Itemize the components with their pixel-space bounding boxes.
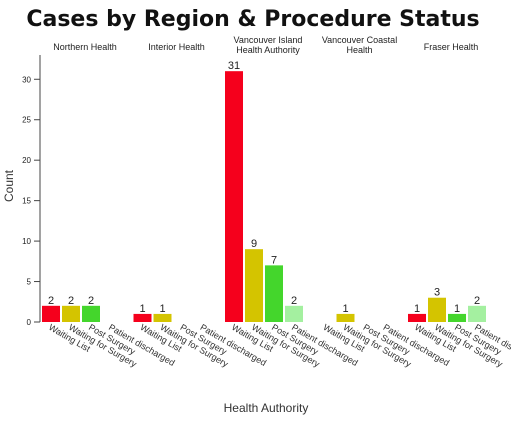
y-axis-ticks: 0 5 10 15 20 25 30 <box>22 75 40 327</box>
data-label: 31 <box>228 60 240 72</box>
bar <box>153 313 172 322</box>
bar <box>408 313 426 322</box>
bar <box>468 305 486 322</box>
data-label: 3 <box>434 287 440 299</box>
panel-label-line: Northern Health <box>53 42 117 52</box>
data-label: 1 <box>454 303 460 315</box>
data-label: 1 <box>414 303 420 315</box>
data-label: 2 <box>68 295 74 307</box>
data-label: 1 <box>342 303 348 315</box>
bar <box>225 71 243 322</box>
bar <box>265 265 283 322</box>
panel-label: Fraser Health <box>424 42 479 52</box>
bar <box>82 305 100 322</box>
data-label: 2 <box>474 295 480 307</box>
y-tick-label: 20 <box>22 156 31 165</box>
y-axis-title: Count <box>2 169 16 202</box>
chart-title: Cases by Region & Procedure Status <box>26 7 479 32</box>
panel-label-line: Health Authority <box>236 45 300 55</box>
bar <box>133 313 152 322</box>
y-tick-label: 10 <box>22 237 31 246</box>
bar <box>428 297 446 322</box>
panel-label-line: Health <box>346 45 372 55</box>
data-label: 2 <box>291 295 297 307</box>
bar <box>336 313 355 322</box>
data-label: 7 <box>271 254 277 266</box>
y-tick-label: 5 <box>27 278 32 287</box>
panel-label: Vancouver Coastal Health <box>322 35 397 55</box>
bar <box>285 305 303 322</box>
panel-label-line: Vancouver Island <box>234 35 303 45</box>
data-label: 2 <box>88 295 94 307</box>
panel-label-line: Interior Health <box>148 42 205 52</box>
data-label: 1 <box>139 303 145 315</box>
panel-label: Northern Health <box>53 42 117 52</box>
panel-label-line: Vancouver Coastal <box>322 35 397 45</box>
panel-label: Vancouver Island Health Authority <box>234 35 303 55</box>
x-axis-title: Health Authority <box>224 401 309 415</box>
bar <box>245 249 263 322</box>
y-tick-label: 25 <box>22 116 31 125</box>
y-tick-label: 0 <box>27 318 32 327</box>
bar <box>42 305 60 322</box>
data-label: 2 <box>48 295 54 307</box>
bar <box>448 313 466 322</box>
data-label: 9 <box>251 238 257 250</box>
panel-label: Interior Health <box>148 42 205 52</box>
data-label: 1 <box>159 303 165 315</box>
panel-label-line: Fraser Health <box>424 42 479 52</box>
y-tick-label: 30 <box>22 75 31 84</box>
y-tick-label: 15 <box>22 197 31 206</box>
bar <box>62 305 80 322</box>
